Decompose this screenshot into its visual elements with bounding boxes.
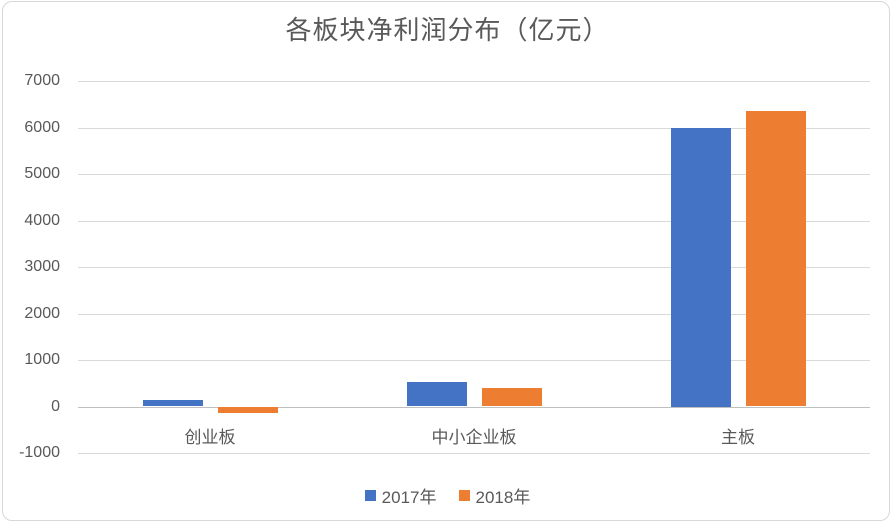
gridline — [78, 174, 870, 175]
legend: 2017年 2018年 — [0, 483, 895, 508]
y-axis-tick-label: 1000 — [24, 351, 60, 368]
legend-swatch-icon — [458, 490, 470, 501]
category-label: 中小企业板 — [431, 428, 517, 447]
y-axis-tick-label: 2000 — [24, 304, 60, 322]
category-label: 创业板 — [184, 428, 236, 447]
legend-item-2018年: 2018年 — [458, 483, 531, 508]
y-axis-tick-label: 3000 — [24, 258, 60, 275]
bar-2017年-中小企业板 — [406, 382, 467, 407]
y-axis-tick-label: 7000 — [24, 72, 60, 89]
gridline — [78, 127, 870, 129]
y-axis-tick-label: 5000 — [24, 165, 60, 182]
bar-2018年-主板 — [745, 111, 806, 407]
bar-2017年-主板 — [670, 127, 731, 407]
chart-title: 各板块净利润分布（亿元） — [285, 15, 610, 45]
gridline — [78, 267, 870, 268]
legend-item-2017年: 2017年 — [364, 483, 437, 508]
bar-2018年-中小企业板 — [481, 388, 542, 407]
gridline — [78, 313, 870, 315]
y-axis-tick-label: 6000 — [24, 118, 60, 136]
bar-2017年-创业板 — [142, 400, 203, 407]
gridline — [78, 220, 870, 222]
bar-2018年-创业板 — [217, 406, 278, 414]
zero-axis-line — [78, 406, 870, 408]
legend-label: 2017年 — [381, 488, 437, 507]
y-axis-tick-label: 0 — [51, 397, 60, 415]
gridline — [78, 453, 870, 454]
gridline — [78, 360, 870, 361]
gridline — [78, 81, 870, 82]
y-axis-tick-label: -1000 — [19, 444, 60, 461]
y-axis-tick-label: 4000 — [24, 211, 60, 229]
category-label: 主板 — [721, 428, 755, 447]
legend-label: 2018年 — [475, 488, 531, 507]
legend-swatch-icon — [364, 490, 376, 501]
